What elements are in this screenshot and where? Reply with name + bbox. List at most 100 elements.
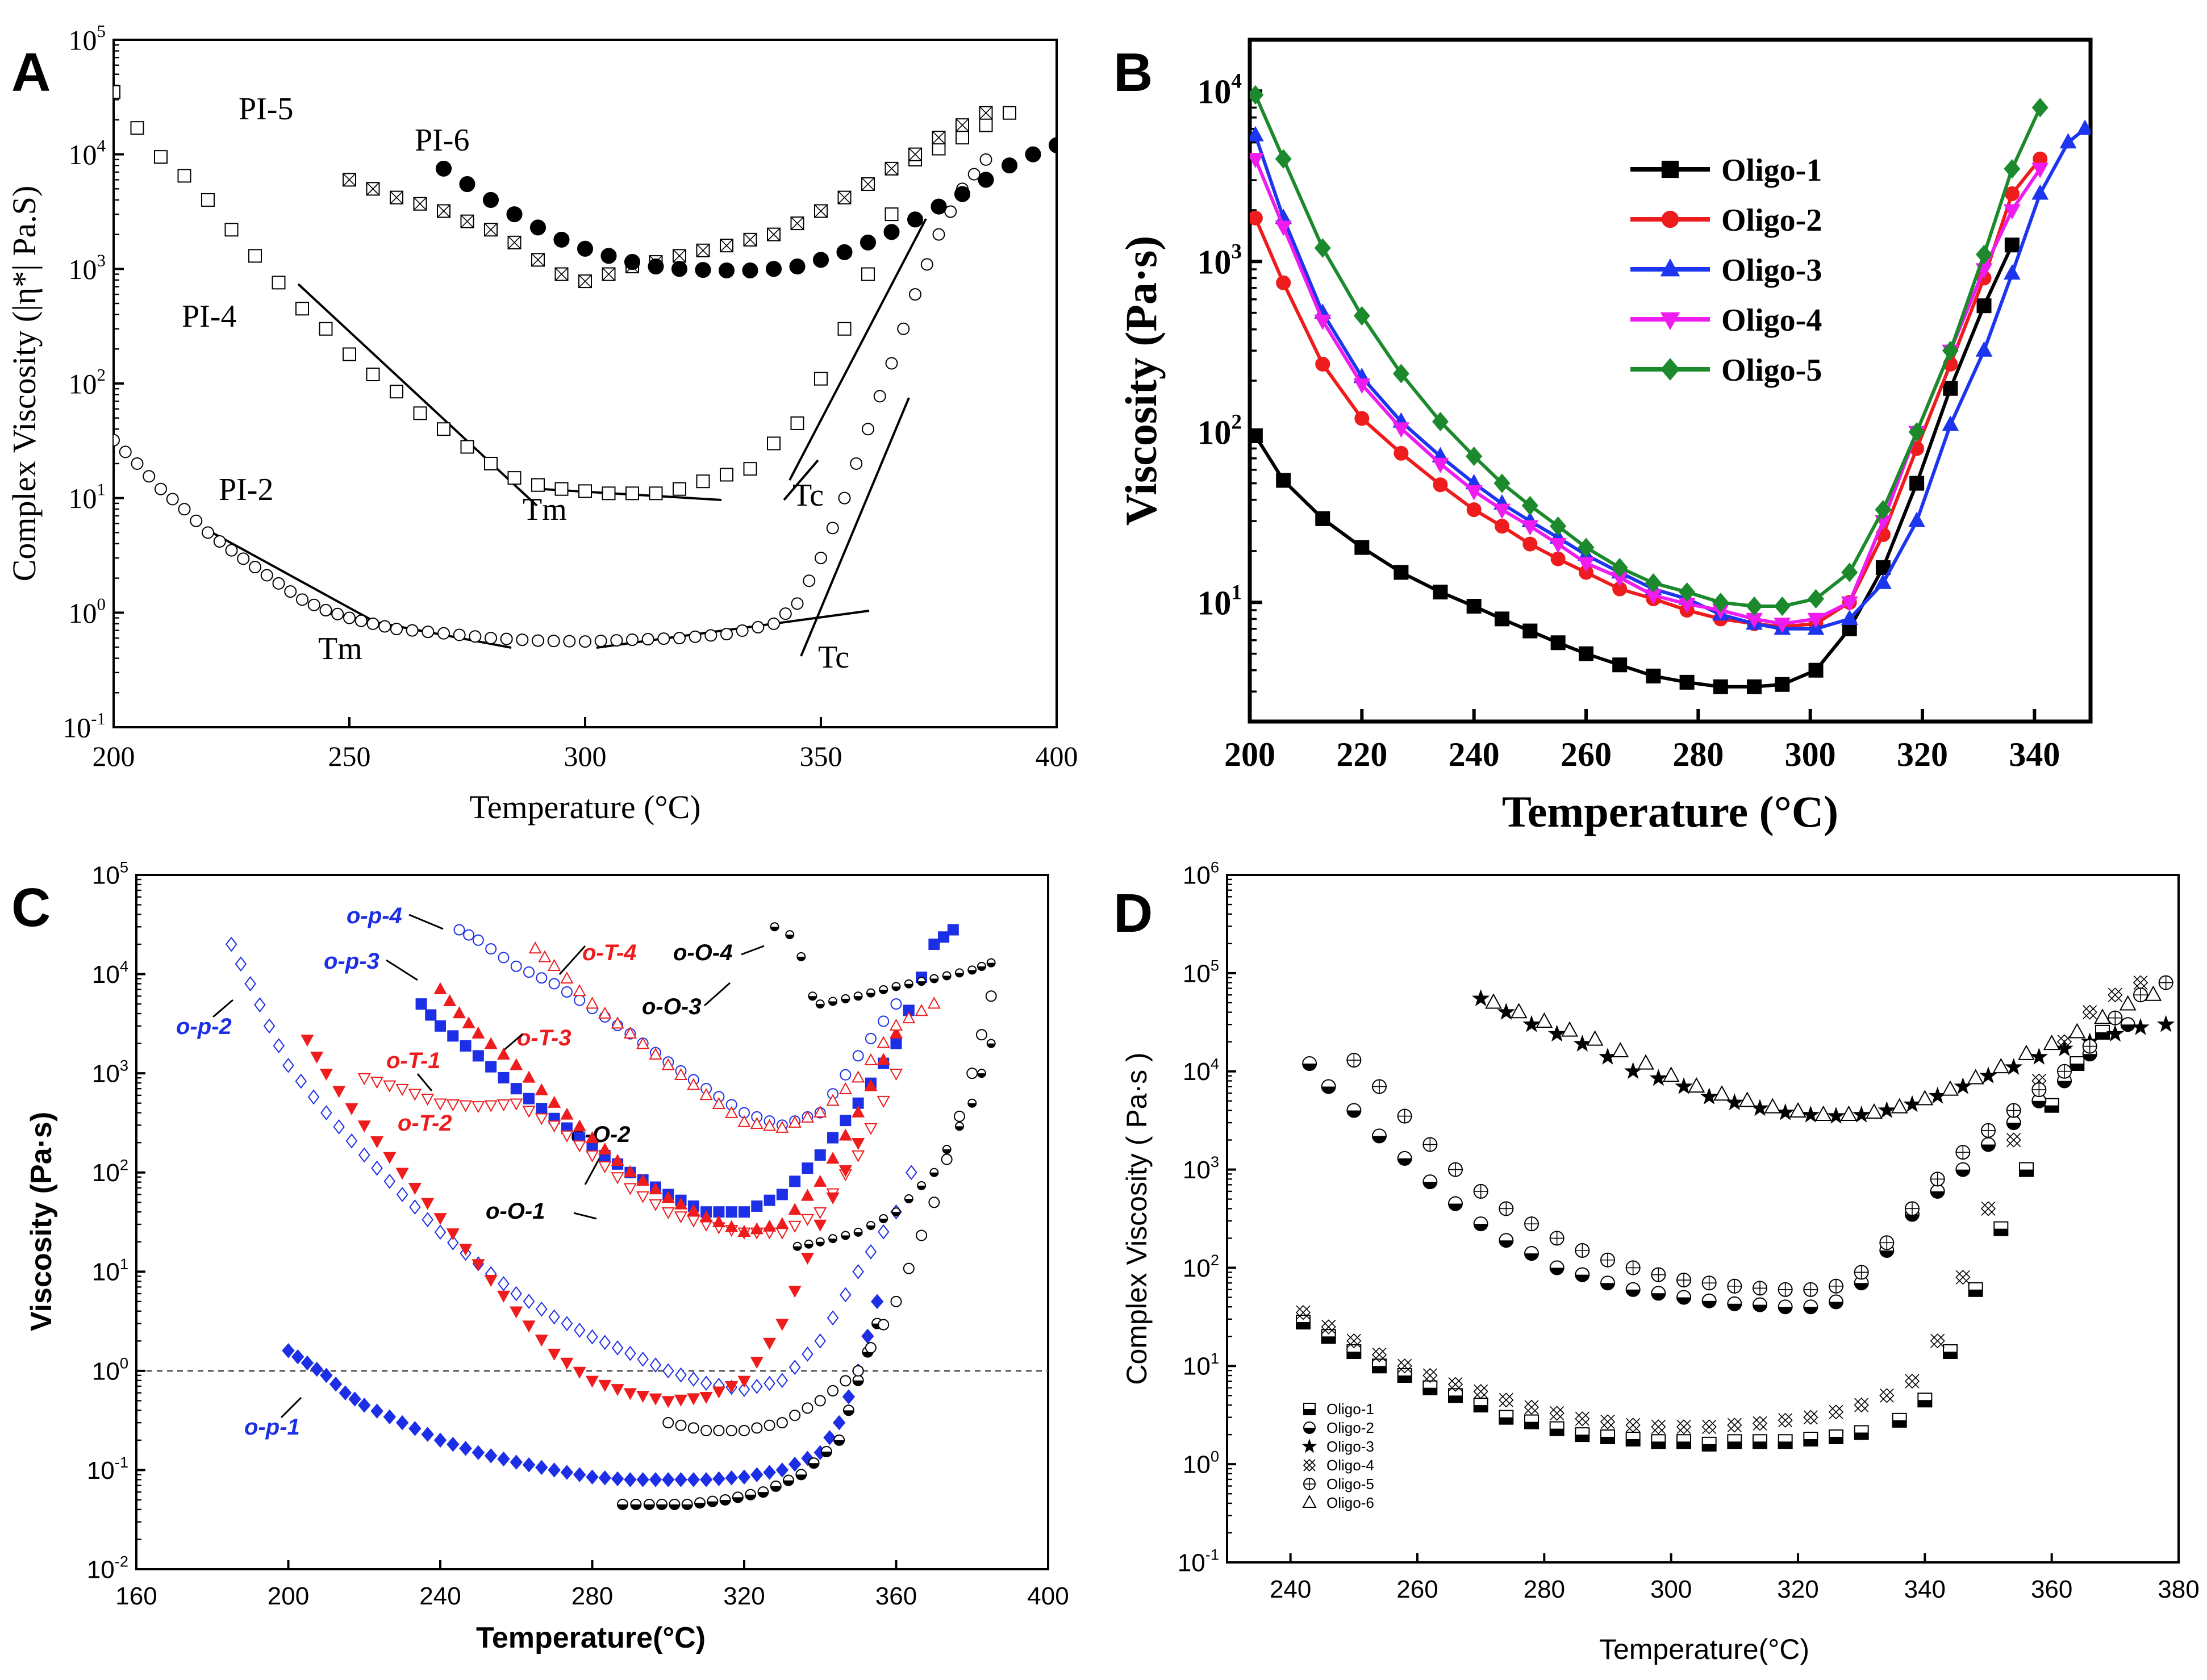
data-point bbox=[2056, 1034, 2072, 1049]
data-point bbox=[510, 1306, 523, 1319]
panel-d-xlabel: Temperature(°C) bbox=[1599, 1633, 1809, 1665]
data-point bbox=[694, 1503, 705, 1508]
data-point bbox=[1392, 364, 1409, 383]
data-point bbox=[673, 482, 686, 496]
legend-label: Oligo-2 bbox=[1721, 203, 1822, 238]
data-point bbox=[497, 1099, 511, 1112]
data-point bbox=[498, 1072, 510, 1083]
data-point bbox=[1303, 1064, 1317, 1071]
data-point bbox=[345, 1133, 358, 1149]
data-point bbox=[816, 1004, 824, 1008]
data-point bbox=[767, 228, 781, 241]
data-point bbox=[1276, 473, 1291, 488]
x-tick-label: 200 bbox=[268, 1582, 309, 1610]
data-point bbox=[1801, 1105, 1820, 1123]
data-point bbox=[594, 635, 607, 648]
data-point bbox=[864, 1079, 878, 1091]
legend-label: Oligo-5 bbox=[1326, 1475, 1374, 1493]
data-point bbox=[838, 1082, 852, 1094]
data-point bbox=[536, 1301, 548, 1317]
x-tick-label: 320 bbox=[1897, 736, 1948, 773]
data-point bbox=[802, 1346, 813, 1362]
data-point bbox=[829, 1001, 837, 1006]
data-point bbox=[295, 302, 309, 316]
legend-item-oligo-5: Oligo-5 bbox=[1630, 353, 1822, 388]
data-point bbox=[1841, 562, 1858, 582]
data-point bbox=[602, 486, 616, 501]
data-point bbox=[770, 927, 779, 931]
data-point bbox=[409, 1199, 421, 1215]
data-point bbox=[1433, 585, 1448, 600]
data-point bbox=[790, 216, 804, 230]
data-point bbox=[966, 1068, 978, 1079]
data-point bbox=[864, 1053, 878, 1065]
data-point bbox=[2059, 133, 2077, 149]
data-point bbox=[547, 635, 560, 648]
data-point bbox=[1485, 993, 1502, 1009]
data-point bbox=[1522, 536, 1538, 552]
data-point bbox=[1904, 1373, 1920, 1389]
annotation-pi-6: PI-6 bbox=[415, 123, 469, 158]
y-tick-label: 104 bbox=[1197, 69, 1242, 110]
data-point bbox=[671, 261, 688, 277]
data-point bbox=[927, 997, 941, 1009]
x-tick-label: 320 bbox=[723, 1582, 765, 1610]
data-point bbox=[890, 1295, 902, 1307]
data-point bbox=[284, 585, 297, 598]
data-point bbox=[1725, 1093, 1744, 1111]
data-point bbox=[339, 1385, 352, 1400]
data-point bbox=[446, 1228, 460, 1241]
data-point bbox=[942, 1149, 951, 1154]
data-point bbox=[114, 433, 120, 447]
y-tick-label: 104 bbox=[69, 136, 106, 171]
data-point bbox=[649, 1047, 662, 1060]
data-point bbox=[548, 958, 561, 971]
data-point bbox=[1807, 612, 1825, 628]
panel-a-guide-lines bbox=[204, 218, 927, 657]
data-point bbox=[1675, 1077, 1693, 1094]
data-point bbox=[560, 1465, 574, 1480]
data-point bbox=[472, 1050, 484, 1062]
data-point bbox=[877, 1095, 890, 1108]
data-point bbox=[463, 929, 475, 941]
data-point bbox=[1346, 1333, 1362, 1349]
annotation-tc-pi4: Tc bbox=[792, 478, 824, 513]
data-point bbox=[453, 924, 465, 936]
data-point bbox=[2004, 159, 2021, 179]
data-point bbox=[873, 390, 886, 403]
data-point bbox=[1493, 503, 1511, 519]
data-point bbox=[2068, 1023, 2086, 1039]
data-point bbox=[866, 1225, 875, 1229]
data-point bbox=[661, 1207, 675, 1220]
data-point bbox=[598, 1379, 612, 1392]
data-point bbox=[459, 1441, 472, 1456]
data-point bbox=[319, 1068, 333, 1081]
x-tick-label: 240 bbox=[1449, 736, 1500, 773]
data-point bbox=[1612, 1041, 1629, 1058]
series-oligo-1 bbox=[1250, 237, 2020, 694]
data-point bbox=[1981, 1144, 1995, 1152]
panel-a-plot bbox=[114, 85, 1057, 648]
data-point bbox=[823, 1430, 836, 1445]
data-point bbox=[850, 457, 863, 470]
data-point bbox=[2119, 995, 2137, 1011]
data-point bbox=[1025, 146, 1041, 162]
data-point bbox=[500, 632, 513, 645]
data-point bbox=[1423, 1137, 1437, 1152]
data-point bbox=[865, 1032, 877, 1044]
data-point bbox=[1522, 1015, 1541, 1032]
data-point bbox=[213, 535, 226, 548]
data-point bbox=[879, 1219, 888, 1223]
data-point bbox=[743, 233, 757, 247]
panel-a-xlabel: Temperature (°C) bbox=[469, 789, 700, 826]
data-point bbox=[1679, 582, 1696, 602]
data-point bbox=[1713, 679, 1728, 694]
data-point bbox=[536, 1103, 548, 1115]
data-point bbox=[637, 1352, 649, 1367]
data-point bbox=[902, 1011, 916, 1024]
data-point bbox=[370, 1136, 384, 1149]
data-point bbox=[661, 1058, 675, 1070]
data-point bbox=[669, 1504, 680, 1510]
data-point bbox=[932, 131, 946, 144]
data-point bbox=[1956, 1145, 1970, 1160]
